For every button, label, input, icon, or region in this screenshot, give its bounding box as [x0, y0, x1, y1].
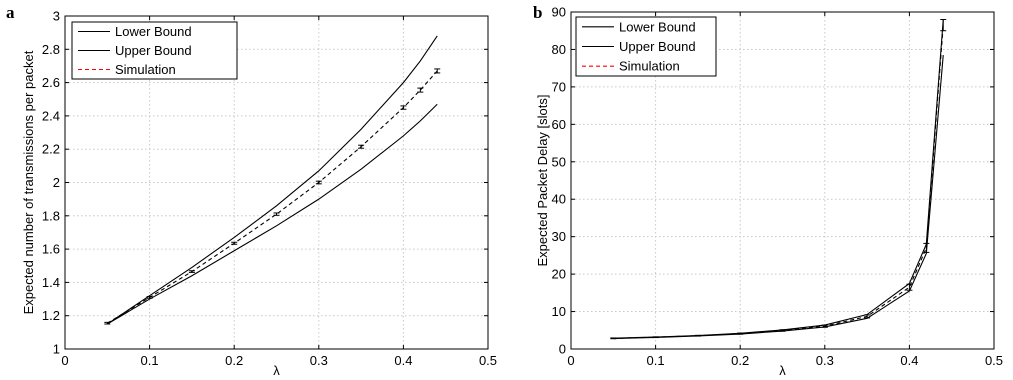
error-bar — [273, 212, 280, 216]
y-axis-label-b: Expected Packet Delay [slots] — [535, 95, 550, 267]
x-tick-label: 0.3 — [816, 353, 834, 368]
error-bar — [906, 283, 913, 291]
error-bar — [610, 337, 617, 340]
error-bar — [923, 242, 930, 253]
error-bar — [434, 68, 441, 74]
error-bar — [188, 270, 195, 273]
x-axis-label-a: λ — [273, 363, 280, 378]
y-tick-label: 90 — [552, 5, 566, 20]
series-line-simulation — [613, 25, 944, 339]
error-bar — [821, 324, 828, 328]
y-tick-label: 30 — [552, 229, 566, 244]
error-bar — [694, 334, 701, 337]
panel-letter-b: b — [533, 3, 542, 22]
y-tick-label: 0 — [559, 342, 566, 357]
y-tick-label: 1.4 — [42, 275, 60, 290]
series-line-lower-bound — [107, 103, 438, 325]
y-tick-label: 2 — [53, 175, 60, 190]
error-bar — [864, 314, 871, 319]
lines-b — [613, 19, 944, 340]
y-tick-label: 1 — [53, 342, 60, 357]
x-tick-label: 0.3 — [310, 353, 328, 368]
error-bars-a — [104, 68, 441, 325]
y-tick-label: 3 — [53, 9, 60, 24]
legend-entry: Upper Bound — [115, 43, 192, 58]
y-tick-label: 10 — [552, 304, 566, 319]
error-bar — [417, 87, 424, 93]
series-line-upper-bound — [106, 35, 438, 325]
y-tick-label: 2.2 — [42, 142, 60, 157]
legend-entry: Simulation — [115, 62, 176, 77]
error-bar — [146, 296, 153, 299]
y-tick-label: 50 — [552, 154, 566, 169]
x-tick-label: 0.1 — [141, 353, 159, 368]
x-tick-label: 0.5 — [479, 353, 497, 368]
y-tick-label: 70 — [552, 79, 566, 94]
legend-entry: Lower Bound — [115, 24, 192, 39]
x-tick-label: 0 — [567, 353, 574, 368]
legend-a: Lower Bound Upper Bound Simulation — [71, 21, 238, 80]
error-bars-b — [610, 18, 947, 340]
ticks-a: 0 0.1 0.2 0.3 0.4 0.5 1 1.2 1.4 1.6 1.8 2 2.2 2.4 2.6 2… — [42, 9, 497, 369]
error-bar — [400, 105, 407, 110]
grid-a — [65, 16, 488, 349]
y-tick-label: 2.4 — [42, 108, 60, 123]
x-tick-label: 0.4 — [394, 353, 412, 368]
x-tick-label: 0.2 — [731, 353, 749, 368]
error-bar — [940, 18, 947, 32]
panel-letter-a: a — [6, 3, 15, 22]
legend-entry: Simulation — [619, 59, 680, 74]
error-bar — [104, 321, 111, 325]
y-tick-label: 40 — [552, 192, 566, 207]
y-tick-label: 80 — [552, 42, 566, 57]
legend-entry: Upper Bound — [619, 39, 696, 54]
y-tick-label: 20 — [552, 267, 566, 282]
legend-b: Lower Bound Upper Bound Simulation — [575, 16, 717, 77]
x-axis-label-b: λ — [779, 363, 786, 378]
x-tick-label: 0.1 — [647, 353, 665, 368]
x-tick-label: 0.5 — [985, 353, 1003, 368]
x-tick-label: 0.4 — [900, 353, 918, 368]
x-tick-label: 0.2 — [225, 353, 243, 368]
plot-frame-b — [570, 11, 995, 350]
y-tick-label: 1.2 — [42, 308, 60, 323]
y-axis-label-a: Expected number of transmissions per pac… — [21, 50, 36, 314]
grid-b — [571, 12, 994, 349]
error-bar — [358, 144, 365, 149]
y-tick-label: 2.8 — [42, 42, 60, 57]
error-bar — [652, 336, 659, 339]
y-tick-label: 60 — [552, 117, 566, 132]
chart-panel-a: a 0 0.1 0.2 0.3 0.4 0.5 1 1.2 1.4 1.6 1.8 2 2.2 2.4 2.… — [6, 3, 497, 378]
legend-entry: Lower Bound — [619, 19, 696, 34]
y-tick-label: 1.8 — [42, 208, 60, 223]
y-tick-label: 1.6 — [42, 242, 60, 257]
ticks-b: 0 0.1 0.2 0.3 0.4 0.5 0 10 20 30 40 50 60 70 80 90 — [552, 5, 1004, 369]
error-bar — [737, 332, 744, 335]
lines-a — [106, 35, 438, 325]
series-line-lower-bound — [613, 55, 944, 340]
error-bar — [231, 241, 238, 245]
error-bar — [779, 329, 786, 332]
x-tick-label: 0 — [61, 353, 68, 368]
series-line-simulation — [107, 70, 438, 324]
error-bar — [315, 180, 322, 185]
y-tick-label: 2.6 — [42, 75, 60, 90]
